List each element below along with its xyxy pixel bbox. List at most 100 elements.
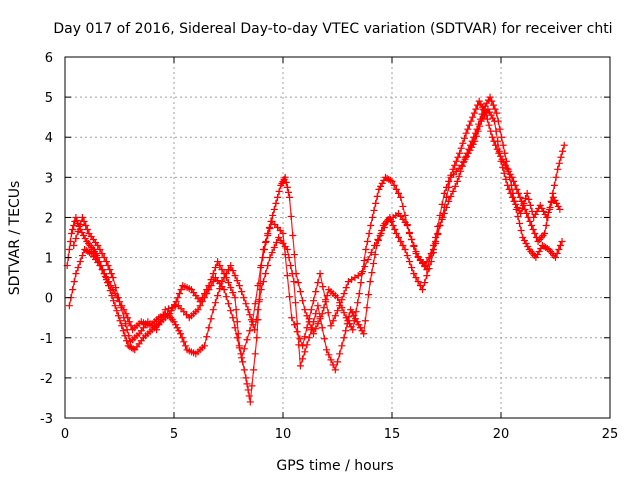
data-point-marker [535,248,543,256]
data-point-marker [556,205,564,213]
data-point-marker [336,302,344,310]
data-point-marker [410,243,418,251]
data-point-marker [264,262,272,270]
data-point-marker [78,252,86,260]
data-point-marker [98,250,106,258]
data-point-marker [468,143,476,151]
data-point-marker [461,155,469,163]
data-point-marker [232,306,240,314]
data-point-marker [434,229,442,237]
data-point-marker [525,195,533,203]
data-point-marker [123,326,131,334]
data-point-marker [120,314,128,322]
data-point-marker [209,270,217,278]
data-point-marker [279,229,287,237]
data-point-marker [479,114,487,122]
data-point-marker [334,358,341,366]
data-point-marker [494,137,502,145]
data-point-marker [498,133,506,141]
data-point-marker [242,374,250,382]
data-point-marker [405,228,413,236]
data-point-marker [368,269,376,277]
data-point-marker [558,238,566,246]
data-point-marker [296,362,304,370]
data-point-marker [363,238,371,246]
y-tick-label: 4 [45,131,53,146]
data-point-marker [366,278,374,286]
data-point-marker [86,249,94,257]
data-point-marker [285,254,293,262]
data-point-marker [408,236,416,244]
data-point-marker [240,294,248,302]
data-point-marker [218,266,226,274]
data-point-marker [180,338,188,346]
data-point-marker [119,327,127,335]
data-point-marker [123,337,131,345]
data-point-marker [227,284,235,292]
data-point-marker [445,183,453,191]
data-point-marker [410,270,418,278]
y-tick-label: 1 [45,252,53,267]
data-point-marker [380,223,388,231]
data-point-marker [469,140,477,148]
data-point-marker [553,199,561,207]
data-point-marker [216,262,224,270]
data-point-marker [283,183,291,191]
data-point-marker [83,225,91,233]
data-point-marker [469,113,477,121]
data-point-marker [70,242,78,250]
data-point-marker [373,192,381,200]
data-point-marker [531,210,539,218]
data-point-marker [389,221,397,229]
data-point-marker [459,158,467,166]
data-point-marker [173,324,181,332]
data-point-marker [318,324,326,332]
data-point-marker [436,221,444,229]
data-point-marker [181,342,189,350]
data-point-marker [531,229,539,237]
data-point-marker [372,199,380,207]
grid [65,57,610,418]
data-point-marker [235,282,243,290]
data-point-marker [274,193,282,201]
data-point-marker [299,297,307,305]
data-point-marker [476,122,484,130]
data-point-marker [472,132,480,140]
data-point-marker [117,304,125,312]
data-point-marker [111,302,119,310]
data-point-marker [118,322,126,330]
data-point-marker [367,249,375,257]
data-point-marker [526,217,534,225]
data-point-marker [222,270,230,278]
data-point-marker [340,309,348,317]
data-point-marker [242,300,250,308]
data-point-marker [343,320,351,328]
data-point-marker [470,109,478,117]
data-point-marker [286,293,294,301]
data-point-marker [246,398,254,406]
data-point-marker [443,193,450,201]
chart-title: Day 017 of 2016, Sidereal Day-to-day VTE… [53,21,612,37]
data-point-marker [303,324,311,332]
data-point-marker [483,115,491,123]
data-point-marker [157,316,165,324]
data-point-marker [209,278,217,286]
data-point-marker [345,313,353,321]
data-point-marker [557,153,565,161]
data-point-marker [122,310,130,318]
data-point-marker [107,282,115,290]
data-point-marker [452,157,460,165]
data-point-marker [270,244,278,252]
data-point-marker [520,237,528,245]
data-point-marker [68,229,76,237]
data-point-marker [365,229,373,237]
data-point-marker [474,101,482,109]
data-point-marker [522,240,530,248]
data-point-marker [368,213,376,221]
data-point-marker [529,225,537,233]
data-point-marker [517,209,525,217]
data-point-marker [320,335,328,343]
data-point-marker [338,296,346,304]
data-point-marker [355,290,363,298]
